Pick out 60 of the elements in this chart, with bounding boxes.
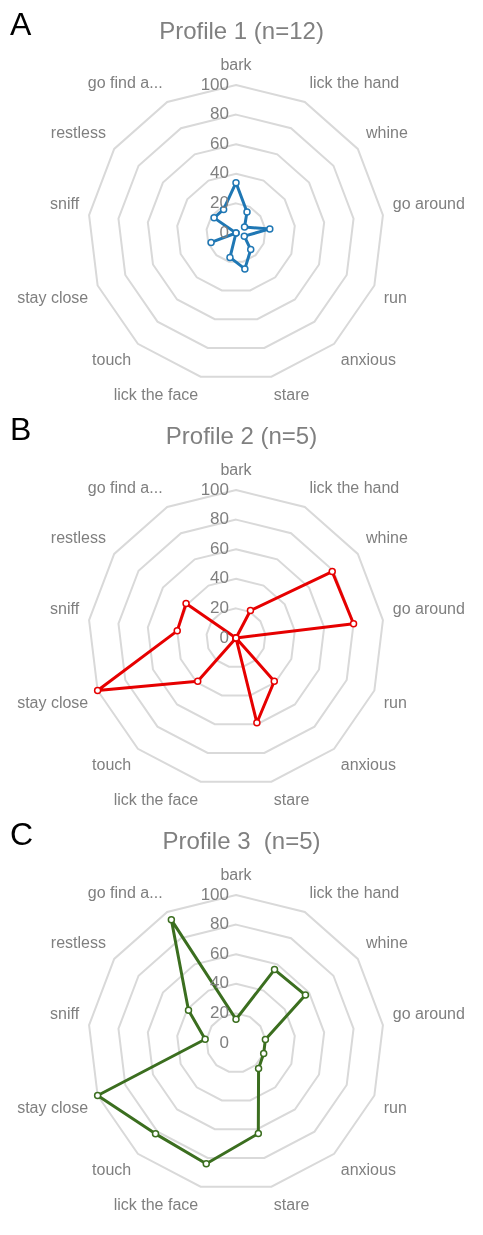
spoke-label: anxious: [340, 351, 396, 369]
spoke-label: go around: [392, 194, 465, 212]
spoke-label: lick the hand: [309, 73, 400, 91]
spoke-label: stay close: [17, 1099, 89, 1117]
spoke-label: restless: [50, 934, 106, 952]
spoke-label: lick the face: [113, 791, 199, 809]
y-tick-label: 40: [210, 163, 229, 183]
spoke-label: run: [383, 694, 407, 712]
spoke-label: touch: [92, 756, 132, 774]
y-tick-label: 60: [210, 133, 229, 153]
spoke-label: stay close: [17, 694, 89, 712]
spoke-label: go find a...: [87, 883, 163, 901]
spoke-label: anxious: [340, 1161, 396, 1179]
y-tick-label: 0: [219, 627, 229, 647]
spoke-label: stare: [273, 386, 310, 404]
spoke-label: lick the face: [113, 1196, 199, 1214]
spoke-label: run: [383, 289, 407, 307]
y-tick-label: 100: [200, 884, 229, 904]
spoke-label: restless: [50, 124, 106, 142]
spoke-label: whine: [365, 529, 408, 547]
spoke-label: stare: [273, 791, 310, 809]
chart-title: Profile 2 (n=5): [165, 422, 318, 450]
text: A: [10, 5, 32, 42]
y-tick-label: 80: [210, 914, 229, 934]
y-tick-label: 60: [210, 943, 229, 963]
chart-title: Profile 1 (n=12): [159, 17, 324, 45]
spoke-label: lick the hand: [309, 883, 400, 901]
spoke-label: touch: [92, 1161, 132, 1179]
spoke-label: whine: [365, 934, 408, 952]
y-tick-label: 100: [200, 479, 229, 499]
spoke-label: lick the hand: [309, 478, 400, 496]
chart-title: Profile 3 (n=5): [162, 827, 321, 855]
spoke-label: anxious: [340, 756, 396, 774]
spoke-label: go find a...: [87, 73, 163, 91]
y-tick-label: 20: [210, 598, 229, 618]
spoke-label: touch: [92, 351, 132, 369]
y-tick-label: 80: [210, 509, 229, 529]
y-tick-label: 40: [210, 568, 229, 588]
spoke-label: lick the face: [113, 386, 199, 404]
y-tick-label: 100: [200, 74, 229, 94]
spoke-label: go find a...: [87, 478, 163, 496]
spoke-label: go around: [392, 1004, 465, 1022]
y-tick-label: 20: [210, 1003, 229, 1023]
y-tick-label: 0: [219, 1032, 229, 1052]
spoke-label: stay close: [17, 289, 89, 307]
spoke-label: bark: [220, 55, 253, 73]
y-tick-label: 80: [210, 104, 229, 124]
text: B: [10, 410, 32, 447]
spoke-label: stare: [273, 1196, 310, 1214]
text: C: [10, 815, 34, 852]
spoke-label: bark: [220, 865, 253, 883]
spoke-label: whine: [365, 124, 408, 142]
spoke-label: sniff: [50, 194, 80, 212]
spoke-label: bark: [220, 460, 253, 478]
spoke-label: sniff: [50, 599, 80, 617]
spoke-label: go around: [392, 599, 465, 617]
spoke-label: run: [383, 1099, 407, 1117]
y-tick-label: 60: [210, 538, 229, 558]
spoke-label: sniff: [50, 1004, 80, 1022]
spoke-label: restless: [50, 529, 106, 547]
